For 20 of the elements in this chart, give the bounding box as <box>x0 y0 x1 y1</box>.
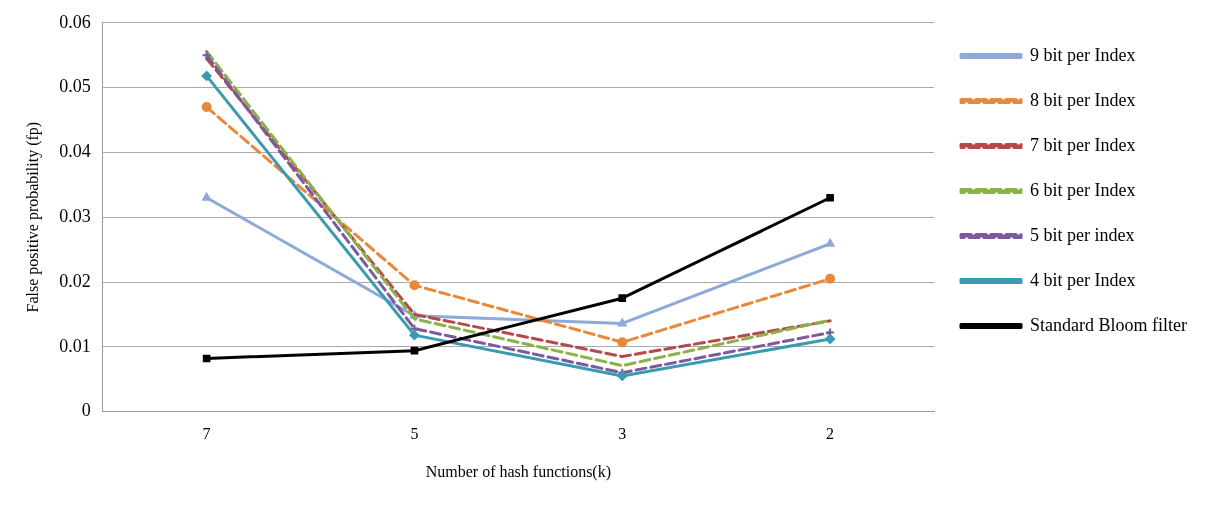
y-tick-label: 0.01 <box>59 335 91 356</box>
legend-label: 7 bit per Index <box>1030 134 1136 155</box>
y-tick-label: 0.02 <box>59 270 91 291</box>
y-axis-title: False positive probability (fp) <box>23 121 42 313</box>
y-tick-label: 0.05 <box>59 76 91 97</box>
x-tick-label: 5 <box>410 425 419 443</box>
y-tick-label: 0.03 <box>59 205 91 226</box>
legend-label: 8 bit per Index <box>1030 89 1136 110</box>
x-axis-title: Number of hash functions(k) <box>425 462 612 481</box>
legend-label: 6 bit per Index <box>1030 179 1136 200</box>
x-tick-label: 7 <box>202 425 211 443</box>
legend-label: 4 bit per Index <box>1030 269 1136 290</box>
legend-label: 5 bit per index <box>1030 224 1135 245</box>
x-tick-label: 3 <box>618 425 627 443</box>
y-tick-label: 0.06 <box>59 11 91 32</box>
y-tick-label: 0.04 <box>59 141 91 162</box>
legend-label: Standard Bloom filter <box>1030 314 1188 335</box>
x-tick-label: 2 <box>826 425 835 443</box>
legend-label: 9 bit per Index <box>1030 44 1136 65</box>
y-tick-label: 0 <box>81 400 91 421</box>
